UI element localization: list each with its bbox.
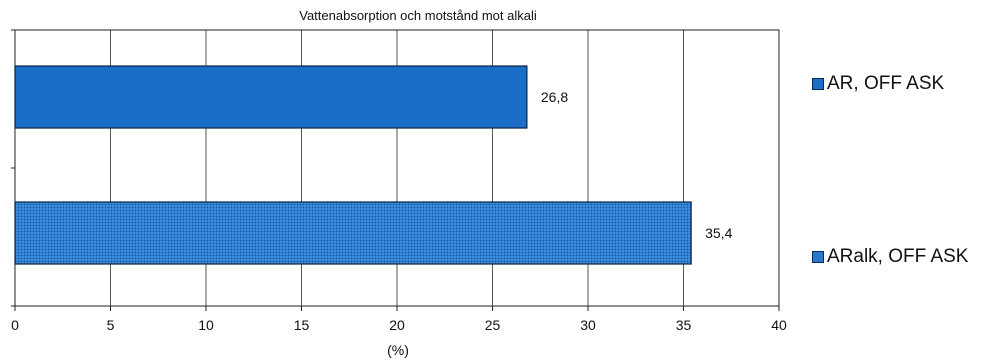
ticks-layer: 0 5 10 15 20 25 30 35 40: [11, 29, 787, 333]
x-tick-label: 20: [389, 317, 405, 333]
legend-label-aralk: ARalk, OFF ASK: [827, 246, 969, 267]
chart-title: Vattenabsorption och motstånd mot alkali: [299, 8, 537, 23]
x-tick-label: 0: [11, 317, 19, 333]
legend-item-aralk: ARalk, OFF ASK: [812, 246, 968, 268]
x-tick-label: 35: [676, 317, 692, 333]
x-axis-label: (%): [387, 342, 409, 358]
bars-layer: 26,8 35,4: [14, 65, 733, 265]
x-tick-label: 40: [771, 317, 787, 333]
legend-item-ar: AR, OFF ASK: [812, 73, 944, 95]
data-label: 35,4: [705, 225, 732, 241]
legend-swatch-aralk: [812, 251, 824, 263]
x-tick-label: 15: [294, 317, 310, 333]
x-tick-label: 10: [198, 317, 214, 333]
x-tick-label: 5: [107, 317, 115, 333]
data-label: 26,8: [541, 89, 568, 105]
bar-aralk: [14, 201, 692, 265]
x-tick-label: 25: [485, 317, 501, 333]
bar-ar: [14, 65, 528, 129]
legend-label-ar: AR, OFF ASK: [827, 73, 945, 94]
legend-swatch-ar: [812, 78, 824, 90]
x-tick-label: 30: [580, 317, 596, 333]
